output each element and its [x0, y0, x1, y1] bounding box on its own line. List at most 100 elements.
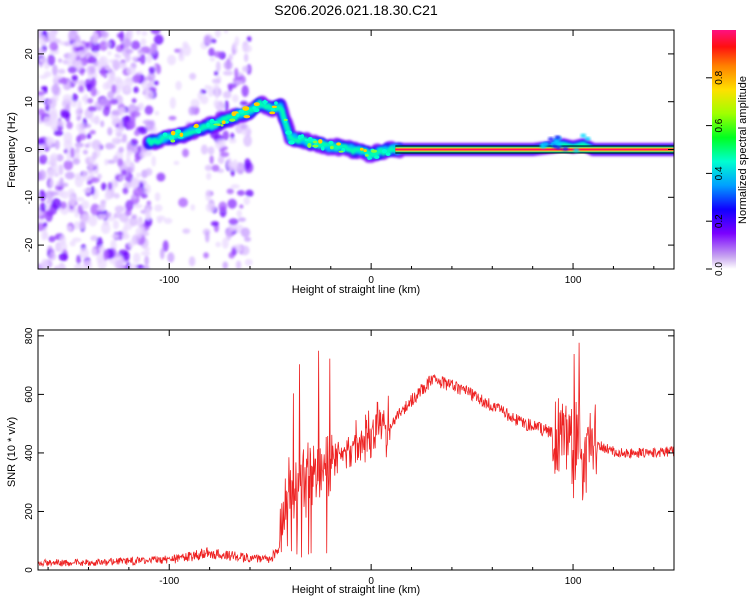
noise-blob [143, 76, 153, 81]
noise-blob [199, 89, 207, 95]
noise-blob [43, 86, 48, 94]
noise-blob [182, 228, 191, 234]
noise-blob [230, 132, 235, 140]
noise-blob [204, 164, 213, 171]
noise-blob [78, 85, 85, 93]
noise-blob [105, 216, 116, 222]
noise-blob [151, 155, 156, 167]
noise-blob [60, 201, 67, 210]
snr-ticks: -100 0 100 0 200 400 600 800 [24, 327, 674, 587]
noise-blob [244, 236, 252, 242]
noise-blob [240, 245, 250, 256]
noise-blob [117, 230, 124, 240]
noise-blob [236, 190, 245, 196]
ridge-hotspot [370, 149, 378, 153]
noise-blob [163, 217, 173, 224]
ridge-hotspot [193, 123, 199, 128]
noise-blob [86, 133, 92, 140]
noise-blob [91, 151, 98, 160]
noise-blob [73, 263, 84, 269]
noise-blob [71, 93, 79, 103]
noise-blob [86, 180, 93, 185]
noise-blob [131, 144, 141, 154]
ridge-hotspot [242, 106, 250, 111]
noise-blob [85, 41, 90, 49]
noise-blob [71, 41, 82, 48]
noise-blob [111, 233, 120, 239]
noise-blob [200, 95, 209, 105]
noise-blob [213, 84, 220, 90]
ridge-hotspot [313, 140, 318, 144]
colorbar: 0.0 0.2 0.4 0.6 0.8 Normalized spectral ampl… [706, 30, 749, 276]
noise-blob [104, 158, 109, 166]
noise-blob [84, 143, 90, 148]
noise-blob [230, 184, 240, 189]
noise-blob [57, 58, 63, 63]
noise-blob [64, 171, 75, 180]
noise-blob [88, 163, 96, 170]
noise-blob [38, 34, 47, 47]
spectrogram-noise [38, 30, 254, 269]
noise-blob [228, 54, 233, 61]
ridge-hotspot [328, 140, 334, 145]
ridge-hotspot [553, 138, 560, 143]
ridge-hotspot [179, 132, 184, 138]
noise-blob [131, 177, 138, 190]
noise-blob [42, 222, 48, 227]
noise-blob [188, 256, 196, 267]
noise-blob [58, 41, 67, 46]
noise-blob [132, 252, 141, 264]
noise-blob [124, 48, 134, 54]
noise-blob [167, 252, 175, 263]
noise-blob [197, 91, 203, 100]
noise-blob [126, 66, 136, 75]
ridge-hotspot [197, 129, 201, 132]
noise-blob [235, 243, 243, 253]
noise-blob [137, 49, 144, 54]
noise-blob [49, 49, 60, 55]
noise-blob [205, 230, 210, 243]
noise-blob [109, 98, 119, 105]
noise-blob [148, 66, 156, 74]
noise-blob [86, 64, 97, 76]
noise-blob [132, 187, 143, 197]
noise-blob [107, 90, 115, 100]
noise-blob [38, 47, 45, 57]
noise-blob [89, 129, 96, 135]
noise-blob [141, 30, 148, 36]
noise-blob [223, 60, 233, 71]
noise-blob [88, 214, 98, 227]
noise-blob [81, 200, 90, 210]
noise-blob [66, 225, 73, 232]
noise-blob [221, 237, 229, 249]
noise-blob [101, 62, 109, 67]
noise-blob [144, 105, 154, 115]
noise-blob [235, 260, 242, 269]
noise-blob [71, 100, 77, 108]
noise-blob [53, 160, 58, 173]
noise-blob [124, 158, 132, 168]
ridge-hotspot [177, 136, 184, 139]
noise-blob [203, 34, 214, 45]
ridge-hotspot [274, 101, 278, 105]
ridge-hotspot [213, 120, 218, 124]
noise-blob [118, 146, 124, 153]
ridge-hotspot [288, 140, 295, 145]
noise-blob [39, 202, 47, 212]
noise-blob [38, 154, 48, 165]
spectrogram-ridge [142, 95, 674, 163]
noise-blob [150, 30, 161, 35]
noise-blob [48, 30, 57, 42]
noise-blob [125, 208, 132, 217]
ridge-hotspot [584, 136, 591, 141]
noise-blob [220, 151, 230, 158]
ridge-hotspot [209, 118, 215, 124]
ridge-hotspot [385, 152, 391, 157]
noise-blob [223, 30, 229, 34]
noise-blob [188, 106, 195, 116]
noise-blob [102, 249, 109, 261]
noise-blob [156, 64, 162, 75]
noise-blob [140, 192, 148, 199]
noise-blob [49, 177, 54, 189]
